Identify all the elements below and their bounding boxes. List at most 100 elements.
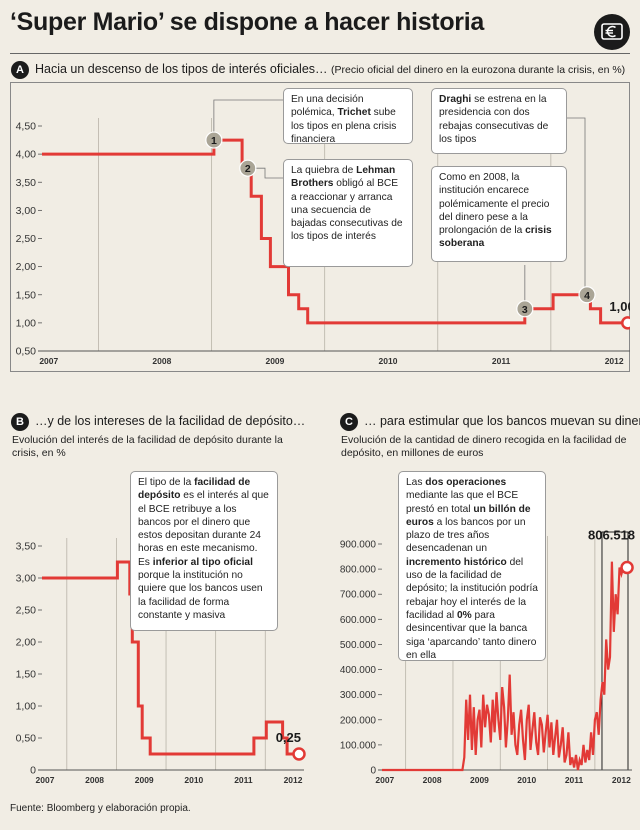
y-tick-label: 0,50 bbox=[16, 346, 37, 358]
x-tick-label: 2011 bbox=[234, 775, 253, 785]
end-value-label: 1,00 bbox=[609, 299, 630, 314]
y-tick-label: 700.000 bbox=[340, 590, 377, 601]
callout-2-text: La quiebra de bbox=[291, 165, 357, 176]
x-tick-label: 2007 bbox=[36, 775, 55, 785]
series-line bbox=[382, 561, 628, 772]
x-tick-label: 2008 bbox=[85, 775, 104, 785]
x-tick-label: 2007 bbox=[375, 775, 394, 785]
y-tick-label: 2,50 bbox=[16, 605, 37, 617]
callout-c-bold-3: incremento histórico bbox=[406, 556, 507, 568]
y-tick-label: 1,00 bbox=[16, 701, 37, 713]
x-tick-label: 2009 bbox=[470, 775, 489, 785]
source-note: Fuente: Bloomberg y elaboración propia. bbox=[10, 803, 191, 814]
x-tick-label: 2009 bbox=[135, 775, 154, 785]
y-tick-label: 3,50 bbox=[16, 177, 37, 189]
section-a-title: Hacia un descenso de los tipos de interé… bbox=[35, 62, 328, 76]
x-tick-label: 2008 bbox=[423, 775, 442, 785]
callout-4: Como en 2008, la institución encarece po… bbox=[431, 166, 567, 262]
series-line bbox=[42, 560, 299, 756]
callout-2-bold: Lehman Brothers bbox=[291, 165, 396, 190]
callout-c-text-2: mediante las que el BCE prestó en total bbox=[406, 490, 519, 515]
y-tick-label: 2,50 bbox=[16, 233, 37, 245]
x-tick-label: 2008 bbox=[152, 356, 171, 366]
callout-b-text-1: El tipo de la bbox=[138, 477, 195, 488]
section-b-subtitle: Evolución del interés de la facilidad de… bbox=[12, 434, 283, 459]
callout-2: La quiebra de Lehman Brothers obligó al … bbox=[283, 159, 413, 267]
end-value-label: 0,25 bbox=[276, 730, 301, 745]
section-c-title: … para estimular que los bancos muevan s… bbox=[364, 414, 640, 428]
callout-b-text-3: porque la institución no quiere que los … bbox=[138, 570, 263, 621]
y-tick-label: 1,00 bbox=[16, 317, 37, 329]
callout-3-text-end: se estrena en la presidencia con dos reb… bbox=[439, 94, 549, 145]
event-marker-3 bbox=[516, 300, 534, 318]
x-tick-label: 2012 bbox=[612, 775, 631, 785]
y-tick-label: 3,00 bbox=[16, 573, 37, 585]
event-marker-1 bbox=[205, 131, 223, 149]
callout-b-bold-2: inferior al tipo oficial bbox=[152, 556, 253, 568]
x-tick-label: 2007 bbox=[39, 356, 58, 366]
y-tick-label: 600.000 bbox=[340, 615, 377, 626]
callout-c-bold-1: dos operaciones bbox=[425, 477, 507, 488]
callout-c-text-5: para desincentivar que la banca siga ‘ap… bbox=[406, 609, 537, 661]
y-tick-label: 1,50 bbox=[16, 669, 37, 681]
event-marker-2 bbox=[239, 159, 257, 177]
y-tick-label: 400.000 bbox=[340, 665, 377, 676]
callout-deposit-volume: Las dos operaciones mediante las que el … bbox=[398, 471, 546, 661]
x-tick-label: 2011 bbox=[492, 356, 511, 366]
y-tick-label: 0 bbox=[30, 765, 36, 777]
x-tick-label: 2009 bbox=[265, 356, 284, 366]
y-tick-label: 2,00 bbox=[16, 261, 37, 273]
y-tick-label: 3,50 bbox=[16, 541, 37, 553]
section-b-title: …y de los intereses de la facilidad de d… bbox=[35, 414, 306, 428]
callout-2-text-end: obligó al BCE a reaccionar y arranca una… bbox=[291, 178, 403, 243]
y-tick-label: 200.000 bbox=[340, 715, 377, 726]
end-value-label: 806.518 bbox=[588, 527, 635, 542]
callout-c-text-3: a los bancos por un plazo de tres años d… bbox=[406, 516, 526, 555]
x-tick-label: 2012 bbox=[605, 356, 624, 366]
y-tick-label: 800.000 bbox=[340, 565, 377, 576]
chart-a-frame bbox=[10, 82, 630, 372]
y-tick-label: 2,00 bbox=[16, 637, 37, 649]
y-tick-label: 4,00 bbox=[16, 149, 37, 161]
section-a-subtitle: (Precio oficial del dinero en la eurozon… bbox=[331, 64, 626, 76]
chart-a: 0,50 1,00 1,50 2,00 2,50 3,00 3,50 4,00 4,50 2007… bbox=[16, 99, 630, 366]
callout-1-text-end: sube los tipos en plena crisis financier… bbox=[291, 107, 397, 145]
event-marker-label: 3 bbox=[522, 304, 528, 316]
y-tick-label: 900.000 bbox=[340, 540, 377, 551]
callout-connector bbox=[567, 117, 596, 296]
y-tick-label: 300.000 bbox=[340, 690, 377, 701]
section-a-badge: A bbox=[11, 61, 29, 79]
end-point-marker bbox=[620, 560, 634, 575]
x-tick-label: 2012 bbox=[284, 775, 303, 785]
y-tick-label: 0,50 bbox=[16, 733, 37, 745]
page-title: ‘Super Mario’ se dispone a hacer histori… bbox=[10, 8, 484, 36]
callout-b-bold-1: facilidad de depósito bbox=[138, 477, 251, 502]
callout-1-bold: Trichet bbox=[337, 107, 371, 119]
section-c-badge: C bbox=[340, 413, 358, 431]
callout-connector bbox=[255, 167, 283, 179]
event-marker-label: 4 bbox=[584, 290, 590, 302]
callout-c-bold-2: un billón de euros bbox=[406, 503, 531, 528]
callout-connector bbox=[213, 99, 283, 133]
callout-4-text: Como en 2008, la institución encarece po… bbox=[439, 172, 550, 237]
callout-c-bold-4: 0% bbox=[456, 609, 472, 621]
callout-3: Draghi se estrena en la presidencia con … bbox=[431, 88, 567, 154]
callout-c-text-1: Las bbox=[406, 477, 426, 488]
section-c-subtitle: Evolución de la cantidad de dinero recog… bbox=[341, 434, 627, 459]
callout-c-text-4: del uso de la facilidad de depósito; la … bbox=[406, 556, 538, 621]
callout-1: En una decisión polémica, Trichet sube l… bbox=[283, 88, 413, 145]
callout-3-bold: Draghi bbox=[439, 94, 472, 105]
y-tick-label: 1,50 bbox=[16, 289, 37, 301]
event-marker-label: 2 bbox=[245, 163, 251, 175]
x-tick-label: 2010 bbox=[517, 775, 536, 785]
callout-deposit-facility: El tipo de la facilidad de depósito es e… bbox=[130, 471, 278, 631]
x-tick-label: 2011 bbox=[565, 775, 584, 785]
title-rule bbox=[10, 53, 630, 54]
section-b-badge: B bbox=[11, 413, 29, 431]
y-tick-label: 100.000 bbox=[340, 740, 377, 751]
callout-4-bold: crisis soberana bbox=[439, 225, 552, 250]
event-marker-4 bbox=[578, 286, 596, 304]
chart-c: 0 100.000 200.000 300.000 400.000 500.000 600.… bbox=[340, 527, 635, 785]
y-tick-label: 500.000 bbox=[340, 640, 377, 651]
event-marker-label: 1 bbox=[211, 135, 217, 147]
